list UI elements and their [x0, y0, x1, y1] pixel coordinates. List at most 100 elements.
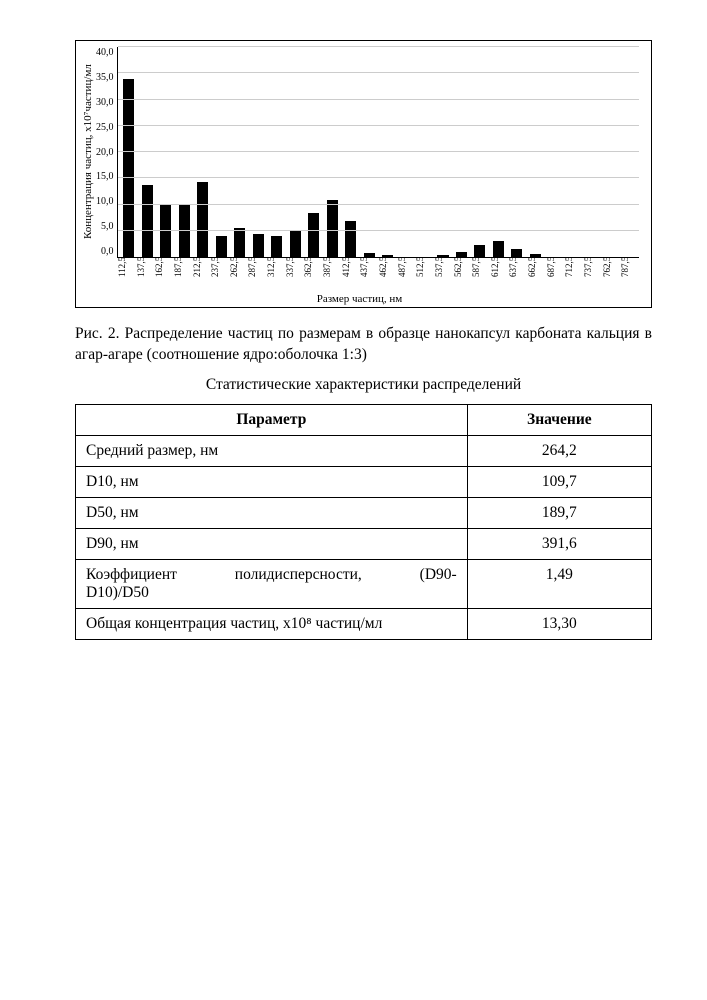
y-tick: 25,0	[96, 122, 114, 133]
bar	[308, 213, 319, 257]
x-tick: 762,5	[602, 257, 621, 291]
param-text: Коэффициент	[86, 566, 177, 584]
figure-caption: Рис. 2. Распределение частиц по размерам…	[75, 324, 652, 366]
bar-slot	[175, 47, 193, 257]
x-tick: 312,5	[266, 257, 285, 291]
bar-slot	[452, 47, 470, 257]
header-value: Значение	[467, 404, 651, 435]
x-tick: 237,5	[210, 257, 229, 291]
param-cell: D50, нм	[76, 497, 468, 528]
bar-slot	[120, 47, 138, 257]
bar-slot	[619, 47, 637, 257]
table-title: Статистические характеристики распределе…	[75, 376, 652, 394]
x-tick: 337,5	[285, 257, 304, 291]
bar-slot	[267, 47, 285, 257]
value-cell: 1,49	[467, 559, 651, 608]
param-text: полидисперсности,	[235, 566, 362, 584]
bar	[253, 234, 264, 257]
plot-area: Концентрация частиц, x10⁷частиц/мл 40,0 3…	[80, 47, 639, 257]
table-row: Средний размер, нм 264,2	[76, 435, 652, 466]
param-text: (D90-	[420, 566, 457, 584]
value-cell: 391,6	[467, 528, 651, 559]
bar	[234, 228, 245, 257]
y-ticks: 40,035,030,025,020,015,010,05,00,0	[96, 47, 117, 257]
bar-slot	[582, 47, 600, 257]
x-tick: 562,5	[453, 257, 472, 291]
bar-slot	[434, 47, 452, 257]
bar-slot	[304, 47, 322, 257]
table-row: D10, нм 109,7	[76, 466, 652, 497]
bar	[511, 249, 522, 257]
y-tick: 30,0	[96, 97, 114, 108]
value-cell: 13,30	[467, 608, 651, 639]
bar	[327, 200, 338, 257]
param-cell: D10, нм	[76, 466, 468, 497]
y-tick: 20,0	[96, 147, 114, 158]
bar-slot	[471, 47, 489, 257]
bar-slot	[508, 47, 526, 257]
x-tick: 512,5	[415, 257, 434, 291]
bar-slot	[341, 47, 359, 257]
x-tick: 787,5	[620, 257, 639, 291]
chart-container: Концентрация частиц, x10⁷частиц/мл 40,0 3…	[75, 40, 652, 308]
bar-slot	[193, 47, 211, 257]
x-tick: 687,5	[546, 257, 565, 291]
bar-slot	[138, 47, 156, 257]
x-tick: 437,5	[359, 257, 378, 291]
x-tick: 487,5	[397, 257, 416, 291]
gridline	[118, 177, 640, 178]
gridline	[118, 151, 640, 152]
x-ticks: 112,5137,5162,5187,5212,5237,5262,5287,5…	[80, 257, 639, 291]
bar-slot	[526, 47, 544, 257]
gridline	[118, 125, 640, 126]
y-tick: 10,0	[96, 196, 114, 207]
bar-slot	[378, 47, 396, 257]
bar	[345, 221, 356, 257]
y-tick: 5,0	[96, 221, 114, 232]
y-tick: 40,0	[96, 47, 114, 58]
x-tick: 637,5	[508, 257, 527, 291]
bar-slot	[360, 47, 378, 257]
bar-slot	[415, 47, 433, 257]
x-tick: 187,5	[173, 257, 192, 291]
bar-slot	[212, 47, 230, 257]
stats-table: Параметр Значение Средний размер, нм 264…	[75, 404, 652, 640]
bar-slot	[600, 47, 618, 257]
gridline	[118, 230, 640, 231]
bar-slot	[323, 47, 341, 257]
param-text: D10)/D50	[86, 584, 457, 602]
bar-slot	[563, 47, 581, 257]
bar	[197, 182, 208, 257]
x-tick: 262,5	[229, 257, 248, 291]
gridline	[118, 204, 640, 205]
x-tick: 387,5	[322, 257, 341, 291]
table-row: D90, нм 391,6	[76, 528, 652, 559]
bar	[160, 205, 171, 258]
gridline	[118, 46, 640, 47]
param-cell: Коэффициент полидисперсности, (D90- D10)…	[76, 559, 468, 608]
value-cell: 109,7	[467, 466, 651, 497]
bar-slot	[230, 47, 248, 257]
table-row: D50, нм 189,7	[76, 497, 652, 528]
bar-slot	[545, 47, 563, 257]
x-tick: 587,5	[471, 257, 490, 291]
x-tick: 212,5	[192, 257, 211, 291]
bars-region	[117, 47, 640, 258]
x-tick: 362,5	[303, 257, 322, 291]
bar-slot	[249, 47, 267, 257]
bar	[142, 185, 153, 257]
x-tick: 537,5	[434, 257, 453, 291]
bar-slot	[489, 47, 507, 257]
param-cell: Общая концентрация частиц, x10⁸ частиц/м…	[76, 608, 468, 639]
table-header-row: Параметр Значение	[76, 404, 652, 435]
bar	[271, 236, 282, 257]
bar-slot	[156, 47, 174, 257]
x-tick: 412,5	[341, 257, 360, 291]
bar-slot	[397, 47, 415, 257]
bar-slot	[286, 47, 304, 257]
x-tick: 162,5	[154, 257, 173, 291]
y-axis-label: Концентрация частиц, x10⁷частиц/мл	[80, 47, 96, 257]
x-tick: 737,5	[583, 257, 602, 291]
x-tick: 712,5	[564, 257, 583, 291]
bars-row	[118, 47, 640, 257]
